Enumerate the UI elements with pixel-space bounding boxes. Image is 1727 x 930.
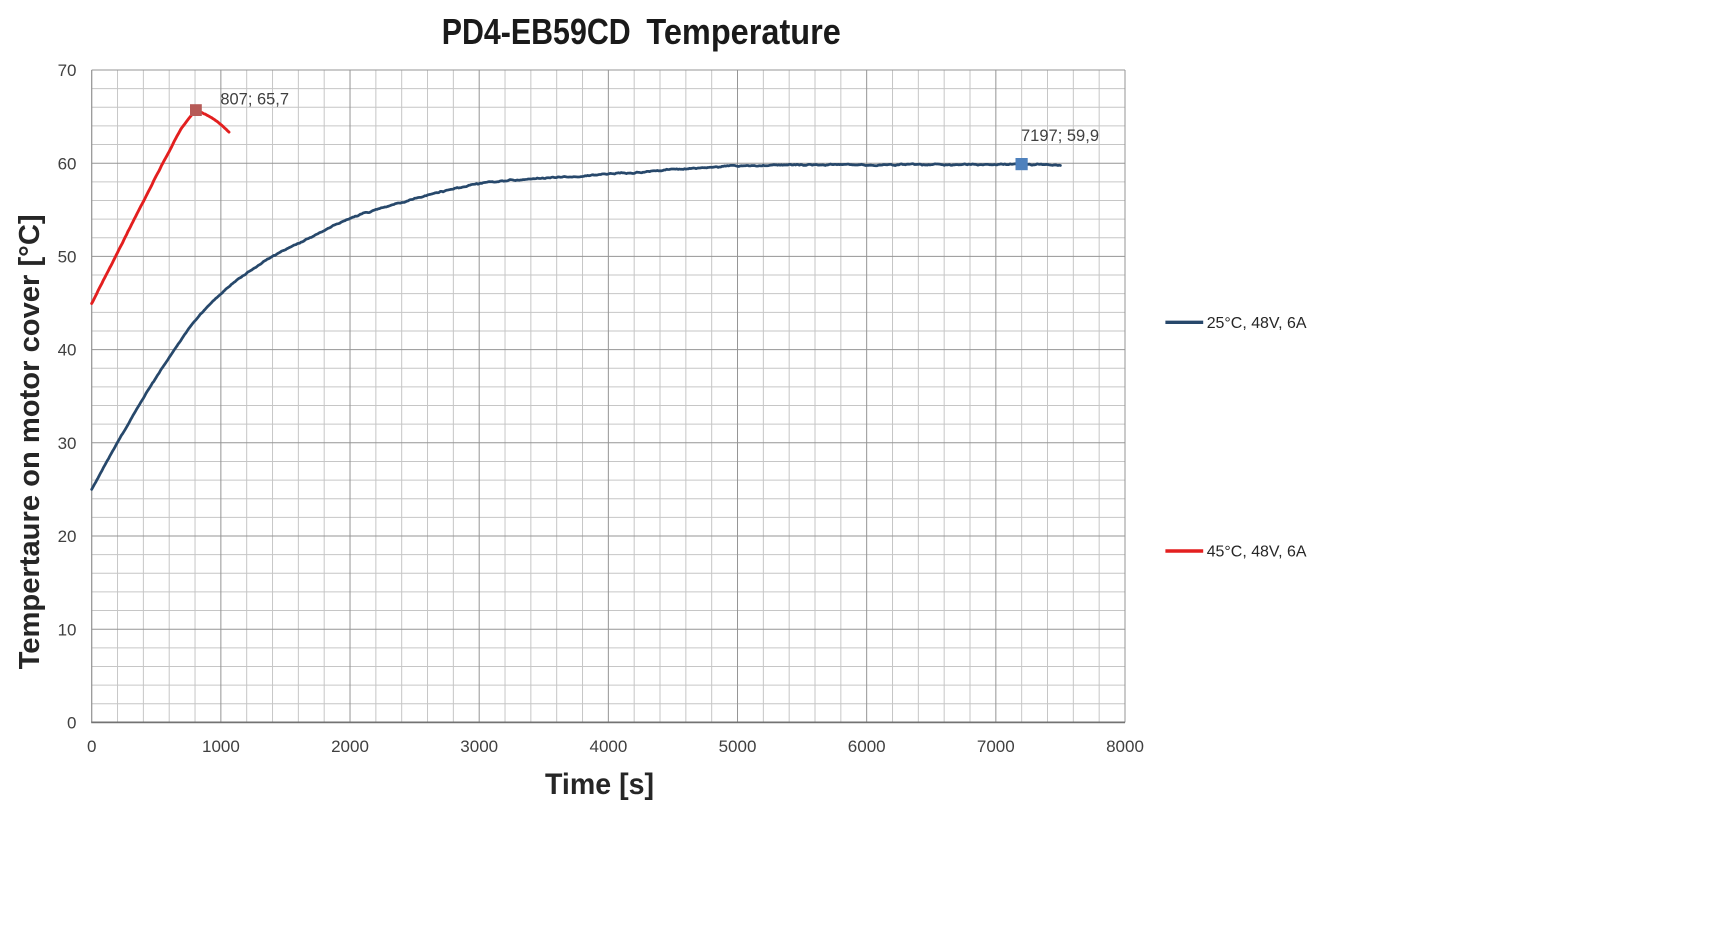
svg-text:45°C, 48V, 6A: 45°C, 48V, 6A bbox=[1207, 544, 1307, 561]
svg-text:60: 60 bbox=[58, 154, 77, 173]
svg-text:0: 0 bbox=[87, 737, 96, 756]
svg-text:807; 65,7: 807; 65,7 bbox=[220, 90, 289, 109]
svg-text:7197; 59,9: 7197; 59,9 bbox=[1021, 126, 1099, 145]
svg-text:5000: 5000 bbox=[719, 737, 757, 756]
svg-text:20: 20 bbox=[58, 527, 77, 546]
svg-text:PD4-EB59CD: PD4-EB59CD bbox=[442, 11, 631, 52]
svg-text:1000: 1000 bbox=[202, 737, 240, 756]
svg-text:Time [s]: Time [s] bbox=[545, 768, 654, 801]
svg-text:Temperature: Temperature bbox=[646, 11, 841, 52]
svg-text:3000: 3000 bbox=[460, 737, 498, 756]
svg-text:8000: 8000 bbox=[1106, 737, 1144, 756]
svg-text:25°C, 48V, 6A: 25°C, 48V, 6A bbox=[1207, 315, 1307, 332]
svg-text:40: 40 bbox=[58, 341, 77, 360]
svg-text:6000: 6000 bbox=[848, 737, 886, 756]
svg-text:4000: 4000 bbox=[589, 737, 627, 756]
svg-text:0: 0 bbox=[67, 714, 76, 733]
svg-text:7000: 7000 bbox=[977, 737, 1015, 756]
svg-text:50: 50 bbox=[58, 248, 77, 267]
svg-text:2000: 2000 bbox=[331, 737, 369, 756]
svg-text:70: 70 bbox=[58, 61, 77, 80]
svg-text:10: 10 bbox=[58, 620, 77, 639]
svg-text:Tempertaure on motor cover [°C: Tempertaure on motor cover [°C] bbox=[14, 214, 46, 669]
svg-text:30: 30 bbox=[58, 434, 77, 453]
